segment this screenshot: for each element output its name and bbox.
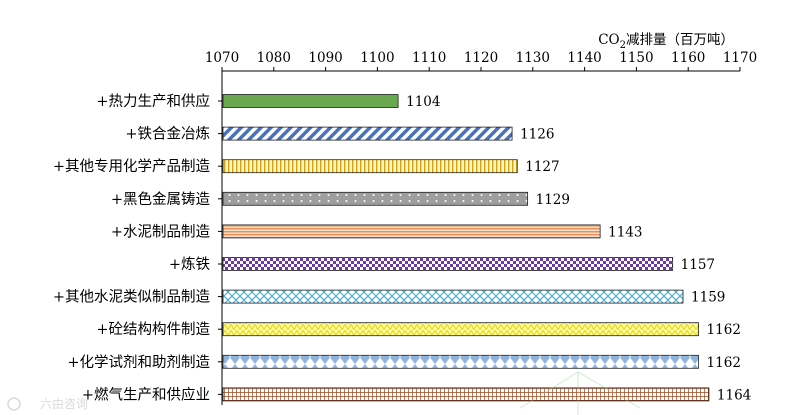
value-label: 1164 bbox=[717, 387, 751, 403]
value-labels: 1104 1126 1127 1129 1143 1157 1159 1162 1162 1164 bbox=[406, 94, 751, 403]
bar bbox=[222, 354, 699, 369]
x-axis: 1070 1080 1090 1100 1110 1120 1130 1140 1150 1160… bbox=[205, 50, 757, 405]
bar bbox=[222, 126, 513, 141]
category-label: +水泥制品制造 bbox=[111, 223, 211, 240]
category-labels: +热力生产和供应 +铁合金冶炼 +其他专用化学产品制造 +黑色金属铸造 +水泥制品制造 +… bbox=[53, 92, 211, 403]
bar bbox=[222, 289, 684, 304]
x-tick-label: 1140 bbox=[567, 50, 601, 66]
x-tick-label: 1090 bbox=[308, 50, 342, 66]
value-label: 1157 bbox=[681, 257, 715, 273]
x-tick-label: 1170 bbox=[723, 50, 757, 66]
category-label: +燃气生产和供应业 bbox=[82, 385, 210, 403]
value-label: 1159 bbox=[691, 290, 725, 306]
category-label: +其他水泥类似制品制造 bbox=[53, 289, 211, 306]
value-label: 1143 bbox=[608, 224, 642, 240]
unit-prefix: CO bbox=[598, 32, 619, 48]
x-tick-label: 1070 bbox=[205, 50, 239, 66]
watermark: 六由咨询 bbox=[7, 396, 88, 411]
category-label: +其他专用化学产品制造 bbox=[53, 158, 211, 175]
x-tick-label: 1100 bbox=[360, 50, 394, 66]
x-tick-label: 1160 bbox=[671, 50, 705, 66]
x-tick-label: 1150 bbox=[619, 50, 653, 66]
value-label: 1126 bbox=[520, 127, 554, 143]
category-label: +砼结构构件制造 bbox=[96, 321, 210, 338]
bar bbox=[222, 159, 518, 174]
watermark-shape bbox=[519, 371, 641, 415]
category-label: +热力生产和供应 bbox=[96, 92, 210, 110]
bar bbox=[222, 94, 399, 108]
category-label: +化学试剂和助剂制造 bbox=[67, 354, 210, 371]
bar bbox=[222, 322, 699, 337]
axis-unit-label: CO2减排量（百万吨） bbox=[598, 32, 734, 51]
bar bbox=[222, 191, 529, 206]
category-label: +炼铁 bbox=[169, 256, 210, 273]
bar bbox=[222, 257, 674, 271]
value-label: 1162 bbox=[707, 355, 741, 371]
x-tick-label: 1130 bbox=[516, 50, 550, 66]
value-label: 1104 bbox=[406, 94, 440, 110]
x-tick-label: 1080 bbox=[257, 50, 291, 66]
category-label: +铁合金冶炼 bbox=[125, 126, 210, 143]
unit-suffix: 减排量（百万吨） bbox=[626, 32, 734, 48]
watermark-logo-icon bbox=[7, 397, 21, 411]
bar bbox=[222, 387, 710, 402]
category-label: +黑色金属铸造 bbox=[111, 191, 211, 208]
unit-subscript: 2 bbox=[620, 40, 626, 51]
x-tick-label: 1110 bbox=[412, 50, 446, 66]
watermark-text: 六由咨询 bbox=[40, 396, 88, 411]
value-label: 1127 bbox=[525, 159, 559, 175]
value-label: 1129 bbox=[536, 192, 570, 208]
value-label: 1162 bbox=[707, 322, 741, 338]
bar bbox=[222, 224, 601, 239]
x-tick-label: 1120 bbox=[464, 50, 498, 66]
bars-group bbox=[222, 94, 710, 402]
